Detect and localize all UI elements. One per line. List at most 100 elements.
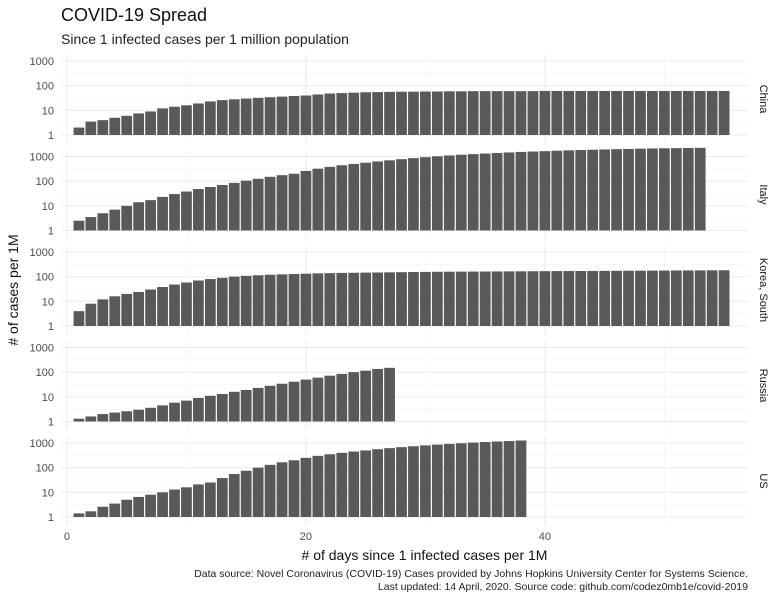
bar-us [396, 447, 407, 517]
bar-italy [515, 151, 527, 231]
y-tick-label: 100 [36, 367, 54, 379]
bar-italy [121, 205, 133, 231]
y-tick-label: 10 [42, 105, 54, 117]
bar-china [682, 90, 694, 135]
bar-korea-south [706, 270, 718, 326]
bar-italy [670, 148, 682, 231]
bar-italy [623, 148, 634, 231]
bar-korea-south [551, 271, 563, 326]
bar-russia [97, 414, 109, 422]
bar-china [157, 108, 168, 135]
bar-italy [420, 157, 431, 231]
facet-label-china: China [757, 85, 769, 115]
bar-russia [181, 400, 192, 422]
bar-us [181, 487, 192, 517]
bar-china [252, 97, 264, 135]
y-tick-label: 10 [42, 392, 54, 404]
bar-korea-south [623, 270, 634, 326]
bar-us [264, 464, 276, 517]
bar-italy [431, 156, 443, 231]
bar-italy [551, 150, 563, 231]
bar-us [133, 496, 145, 517]
bar-us [384, 448, 395, 517]
bar-russia [276, 383, 288, 422]
bar-italy [527, 151, 539, 231]
bar-china [503, 91, 515, 135]
y-tick-label: 1000 [30, 247, 54, 259]
bar-korea-south [348, 272, 360, 326]
bar-china [396, 91, 407, 135]
bar-us [324, 454, 336, 517]
bar-china [575, 90, 587, 135]
bar-china [443, 91, 455, 135]
bar-russia [228, 391, 240, 422]
bar-china [300, 95, 312, 135]
bar-korea-south [288, 274, 300, 326]
bar-china [527, 91, 539, 135]
bar-russia [157, 405, 168, 422]
bar-italy [157, 196, 168, 231]
bar-china [121, 115, 133, 135]
bar-us [431, 444, 443, 517]
bar-korea-south [479, 271, 491, 326]
bar-us [420, 445, 431, 517]
bar-korea-south [324, 273, 336, 326]
bar-korea-south [181, 282, 192, 326]
y-tick-label: 100 [36, 272, 54, 284]
bar-russia [252, 387, 264, 422]
bar-china [216, 100, 228, 135]
y-tick-label: 1000 [30, 56, 54, 68]
bar-italy [97, 213, 109, 231]
y-tick-label: 100 [36, 176, 54, 188]
bar-us [360, 450, 372, 517]
bar-us [145, 494, 156, 517]
caption-last-updated: Last updated: 14 April, 2020. Source cod… [377, 581, 748, 593]
x-axis-title: # of days since 1 infected cases per 1M [302, 547, 548, 563]
bar-italy [611, 149, 622, 231]
bar-russia [121, 411, 133, 422]
bar-china [109, 117, 121, 135]
facet-label-italy: Italy [757, 184, 769, 205]
y-axis-title: # of cases per 1M [5, 234, 21, 345]
bar-italy [396, 159, 407, 231]
bar-italy [372, 161, 383, 231]
bar-korea-south [599, 270, 610, 326]
bar-china [491, 91, 503, 135]
bar-china [169, 106, 180, 135]
y-tick-label: 1 [48, 417, 54, 429]
bar-us [169, 489, 180, 517]
bar-korea-south [228, 276, 240, 326]
y-tick-label: 1 [48, 226, 54, 238]
bar-china [647, 90, 658, 135]
bar-italy [228, 182, 240, 231]
bar-china [372, 92, 383, 135]
bar-italy [503, 152, 515, 231]
bar-korea-south [611, 270, 622, 326]
bar-us [109, 503, 121, 517]
bar-russia [109, 412, 121, 422]
bar-korea-south [694, 270, 706, 326]
bar-italy [216, 184, 228, 231]
bar-italy [133, 202, 145, 231]
bar-china [204, 101, 216, 135]
bar-italy [348, 163, 360, 231]
bar-china [336, 93, 348, 135]
y-tick-label: 10 [42, 201, 54, 213]
bar-china [97, 120, 109, 135]
bar-italy [539, 151, 551, 231]
bar-korea-south [420, 271, 431, 326]
bar-korea-south [539, 271, 551, 326]
bar-korea-south [73, 311, 85, 326]
bar-china [133, 113, 145, 135]
bar-china [515, 91, 527, 135]
bar-italy [587, 149, 599, 231]
bar-china [288, 96, 300, 135]
bar-korea-south [121, 293, 133, 326]
bar-italy [300, 170, 312, 231]
y-tick-label: 1000 [30, 152, 54, 164]
bar-russia [324, 375, 336, 422]
facet-label-russia: Russia [757, 369, 769, 404]
bar-russia [169, 402, 180, 422]
bar-korea-south [276, 274, 288, 326]
bar-italy [563, 150, 575, 231]
